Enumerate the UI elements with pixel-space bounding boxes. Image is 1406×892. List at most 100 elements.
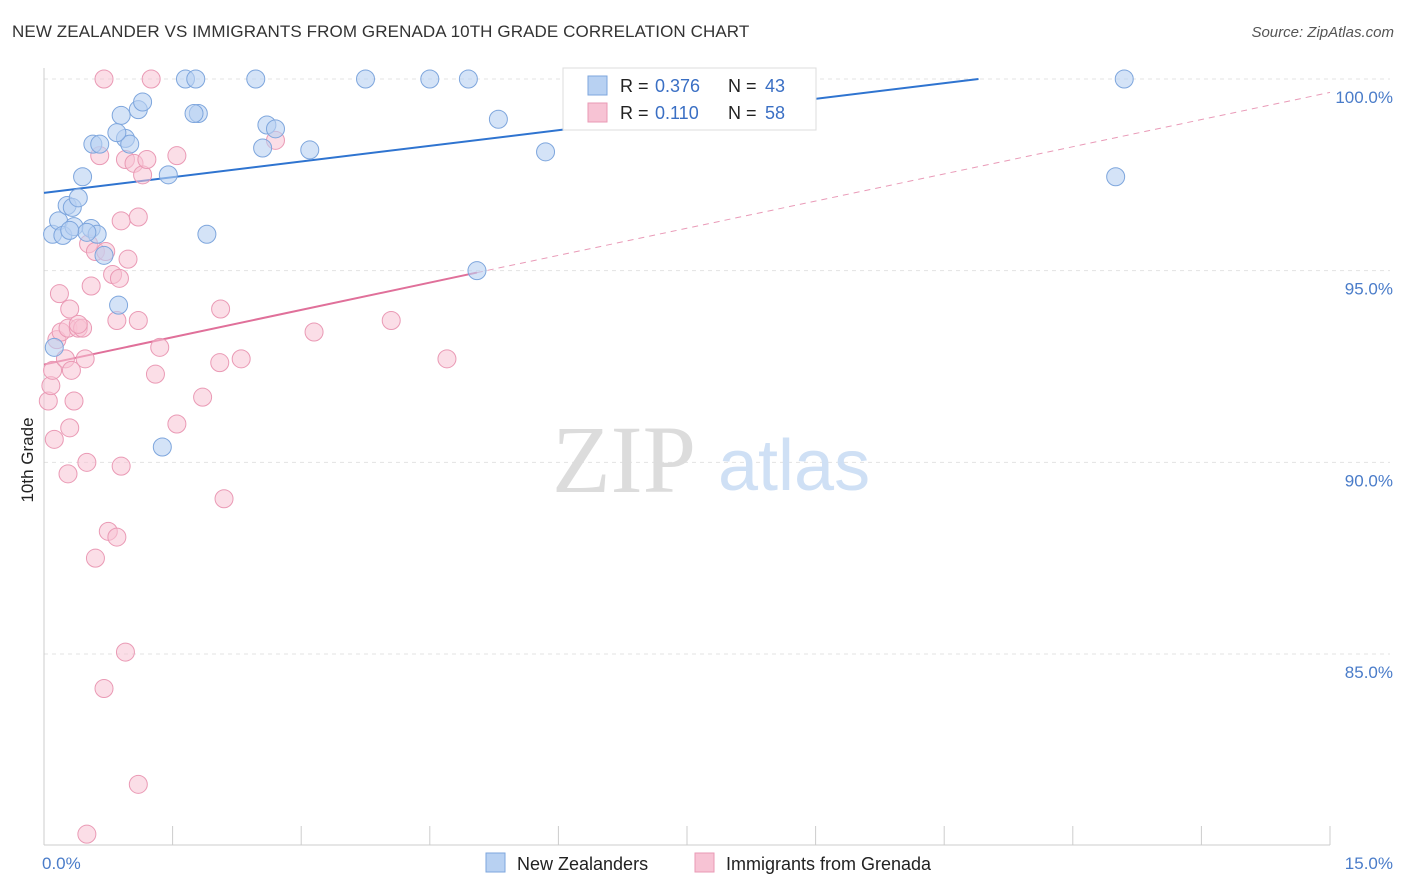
x-tick-label-min: 0.0% [42, 854, 81, 873]
data-point-new-zealanders [133, 92, 153, 112]
data-point-grenada [128, 207, 148, 227]
legend-swatch-pink [587, 102, 608, 123]
data-point-grenada [44, 429, 64, 449]
data-point-new-zealanders [107, 123, 127, 143]
data-point-new-zealanders [73, 167, 93, 187]
data-point-grenada [94, 69, 114, 89]
data-point-grenada [214, 489, 234, 509]
data-point-grenada [75, 349, 95, 369]
data-point-new-zealanders [246, 69, 266, 89]
top-legend: R = 0.376 N = 43 R = 0.110 N = 58 [562, 67, 817, 131]
data-point-grenada [211, 299, 231, 319]
data-point-new-zealanders [152, 437, 172, 457]
watermark-zip: ZIP [552, 406, 696, 513]
data-point-grenada [77, 824, 97, 844]
data-point-grenada [43, 360, 63, 380]
data-point-new-zealanders [467, 261, 487, 281]
data-point-grenada [85, 548, 105, 568]
bottom-legend-swatch-pink [694, 852, 715, 873]
data-point-grenada [111, 456, 131, 476]
data-point-new-zealanders [265, 119, 285, 139]
data-point-grenada [167, 414, 187, 434]
grid-lines [44, 78, 1390, 655]
data-point-grenada [49, 284, 69, 304]
data-point-grenada [109, 268, 129, 288]
y-axis-label: 10th Grade [18, 417, 37, 502]
data-point-new-zealanders [197, 224, 217, 244]
data-point-new-zealanders [109, 295, 129, 315]
legend-r-value-1: 0.376 [655, 76, 700, 96]
data-point-new-zealanders [60, 220, 80, 240]
legend-r-label-1: R = [620, 76, 649, 96]
data-point-new-zealanders [158, 165, 178, 185]
data-point-new-zealanders [184, 104, 204, 123]
data-point-grenada [58, 464, 78, 484]
data-point-grenada [68, 314, 88, 334]
data-point-grenada [128, 774, 148, 794]
watermark-atlas: atlas [718, 426, 870, 506]
data-point-new-zealanders [120, 134, 140, 154]
axes [43, 68, 1331, 846]
legend-n-value-1: 43 [765, 76, 785, 96]
data-point-grenada [141, 69, 161, 89]
legend-n-label-2: N = [728, 103, 757, 123]
series-new-zealanders-points [43, 69, 1134, 457]
data-point-grenada [61, 360, 81, 380]
data-point-new-zealanders [111, 105, 131, 125]
tick-labels: 85.0% 90.0% 95.0% 100.0% 0.0% 15.0% 10th Grade [18, 88, 1393, 873]
data-point-new-zealanders [253, 138, 273, 158]
data-point-grenada [111, 211, 131, 231]
data-point-new-zealanders [458, 69, 478, 89]
bottom-legend-label-1: New Zealanders [517, 854, 648, 874]
bottom-legend-label-2: Immigrants from Grenada [726, 854, 932, 874]
data-point-new-zealanders [1114, 69, 1134, 89]
watermark: ZIP atlas [552, 406, 870, 513]
data-point-grenada [118, 249, 138, 269]
data-point-new-zealanders [488, 109, 508, 129]
data-point-new-zealanders [77, 222, 97, 242]
y-tick-label: 90.0% [1345, 471, 1393, 490]
data-point-grenada [145, 364, 165, 384]
trend-line-grenada [43, 271, 478, 366]
data-point-grenada [304, 322, 324, 342]
data-point-grenada [115, 642, 135, 662]
source-label: Source: ZipAtlas.com [1251, 24, 1394, 41]
data-point-grenada [94, 679, 114, 698]
data-point-grenada [167, 146, 187, 166]
y-tick-label: 95.0% [1345, 280, 1393, 299]
legend-n-value-2: 58 [765, 103, 785, 123]
data-point-new-zealanders [300, 140, 320, 160]
y-tick-label: 85.0% [1345, 663, 1393, 682]
data-point-new-zealanders [44, 337, 64, 357]
data-point-grenada [210, 353, 230, 373]
data-point-grenada [381, 311, 401, 330]
data-point-new-zealanders [186, 69, 206, 89]
data-point-grenada [60, 299, 80, 319]
legend-r-value-2: 0.110 [655, 103, 699, 123]
chart-title: NEW ZEALANDER VS IMMIGRANTS FROM GRENADA… [12, 22, 750, 41]
data-point-new-zealanders [90, 134, 110, 154]
trend-line-grenada-extended [476, 91, 1331, 274]
data-point-new-zealanders [356, 69, 375, 89]
bottom-legend: New Zealanders Immigrants from Grenada [485, 852, 932, 874]
data-point-new-zealanders [1106, 167, 1126, 187]
x-tick-label-max: 15.0% [1345, 854, 1393, 873]
bottom-legend-swatch-blue [485, 852, 506, 873]
trend-lines [43, 78, 1331, 366]
data-point-new-zealanders [536, 142, 556, 162]
legend-r-label-2: R = [620, 103, 649, 123]
data-point-new-zealanders [94, 245, 114, 265]
y-tick-label: 100.0% [1335, 88, 1393, 107]
data-point-grenada [60, 418, 80, 438]
data-point-grenada [64, 391, 84, 411]
series-grenada-points [38, 69, 457, 844]
data-point-new-zealanders [68, 188, 88, 208]
trend-line-new-zealanders [43, 78, 979, 194]
data-point-new-zealanders [420, 69, 440, 89]
legend-swatch-blue [587, 75, 608, 96]
data-point-grenada [137, 150, 157, 169]
legend-n-label-1: N = [728, 76, 757, 96]
data-point-grenada [77, 452, 97, 472]
data-point-grenada [437, 349, 457, 369]
